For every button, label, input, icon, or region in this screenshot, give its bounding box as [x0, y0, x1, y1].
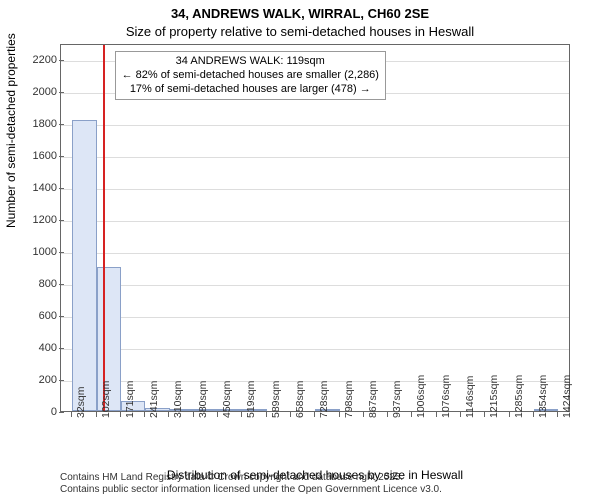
y-tick-label: 1000 [33, 246, 57, 258]
chart-title-line2: Size of property relative to semi-detach… [0, 24, 600, 39]
x-tick-label: 1215sqm [488, 375, 500, 418]
x-tick-mark [411, 412, 412, 417]
x-tick-mark [557, 412, 558, 417]
attribution-line2: Contains public sector information licen… [60, 484, 442, 496]
x-tick-label: 867sqm [367, 381, 379, 418]
gridline [61, 317, 569, 318]
x-tick-label: 1424sqm [561, 375, 573, 418]
x-tick-label: 1285sqm [513, 375, 525, 418]
x-tick-label: 241sqm [148, 381, 160, 418]
attribution-line1: Contains HM Land Registry data © Crown c… [60, 472, 442, 484]
x-tick-mark [71, 412, 72, 417]
annotation-line1: 34 ANDREWS WALK: 119sqm [122, 55, 379, 69]
x-tick-mark [290, 412, 291, 417]
annotation-line2: ← 82% of semi-detached houses are smalle… [122, 69, 379, 83]
x-tick-label: 450sqm [221, 381, 233, 418]
x-tick-mark [460, 412, 461, 417]
histogram-bar [72, 120, 96, 411]
x-tick-label: 937sqm [391, 381, 403, 418]
x-tick-mark [266, 412, 267, 417]
x-tick-label: 310sqm [172, 381, 184, 418]
x-tick-label: 380sqm [197, 381, 209, 418]
x-tick-label: 32sqm [75, 386, 87, 418]
x-tick-mark [339, 412, 340, 417]
gridline [61, 253, 569, 254]
x-tick-label: 589sqm [270, 381, 282, 418]
chart-title-line1: 34, ANDREWS WALK, WIRRAL, CH60 2SE [0, 6, 600, 21]
y-tick-label: 1400 [33, 182, 57, 194]
x-tick-mark [144, 412, 145, 417]
x-tick-label: 1354sqm [537, 375, 549, 418]
y-tick-label: 400 [39, 342, 57, 354]
y-tick-label: 1600 [33, 150, 57, 162]
x-tick-mark [168, 412, 169, 417]
reference-line [103, 45, 105, 411]
x-tick-mark [120, 412, 121, 417]
x-tick-mark [436, 412, 437, 417]
y-tick-label: 0 [51, 406, 57, 418]
x-tick-mark [314, 412, 315, 417]
x-tick-mark [217, 412, 218, 417]
y-tick-label: 800 [39, 278, 57, 290]
x-tick-mark [509, 412, 510, 417]
gridline [61, 125, 569, 126]
x-tick-label: 798sqm [343, 381, 355, 418]
y-tick-label: 1200 [33, 214, 57, 226]
x-tick-label: 171sqm [124, 381, 136, 418]
annotation-line3: 17% of semi-detached houses are larger (… [122, 83, 379, 97]
x-tick-label: 1006sqm [415, 375, 427, 418]
attribution-text: Contains HM Land Registry data © Crown c… [60, 472, 442, 496]
x-tick-label: 658sqm [294, 381, 306, 418]
x-tick-mark [241, 412, 242, 417]
x-tick-label: 519sqm [245, 381, 257, 418]
y-axis-label: Number of semi-detached properties [4, 33, 18, 228]
gridline [61, 189, 569, 190]
x-tick-mark [193, 412, 194, 417]
gridline [61, 157, 569, 158]
y-tick-label: 600 [39, 310, 57, 322]
x-tick-label: 1076sqm [440, 375, 452, 418]
annotation-box: 34 ANDREWS WALK: 119sqm ← 82% of semi-de… [115, 51, 386, 100]
gridline [61, 285, 569, 286]
x-tick-mark [96, 412, 97, 417]
y-tick-label: 2200 [33, 54, 57, 66]
x-tick-mark [363, 412, 364, 417]
x-tick-mark [484, 412, 485, 417]
x-tick-label: 102sqm [100, 381, 112, 418]
y-tick-label: 2000 [33, 86, 57, 98]
x-tick-label: 1146sqm [464, 376, 476, 418]
x-tick-mark [533, 412, 534, 417]
y-tick-label: 1800 [33, 118, 57, 130]
gridline [61, 349, 569, 350]
x-tick-label: 728sqm [318, 381, 330, 418]
gridline [61, 221, 569, 222]
y-tick-label: 200 [39, 374, 57, 386]
x-tick-mark [387, 412, 388, 417]
plot-area: 34 ANDREWS WALK: 119sqm ← 82% of semi-de… [60, 44, 570, 412]
